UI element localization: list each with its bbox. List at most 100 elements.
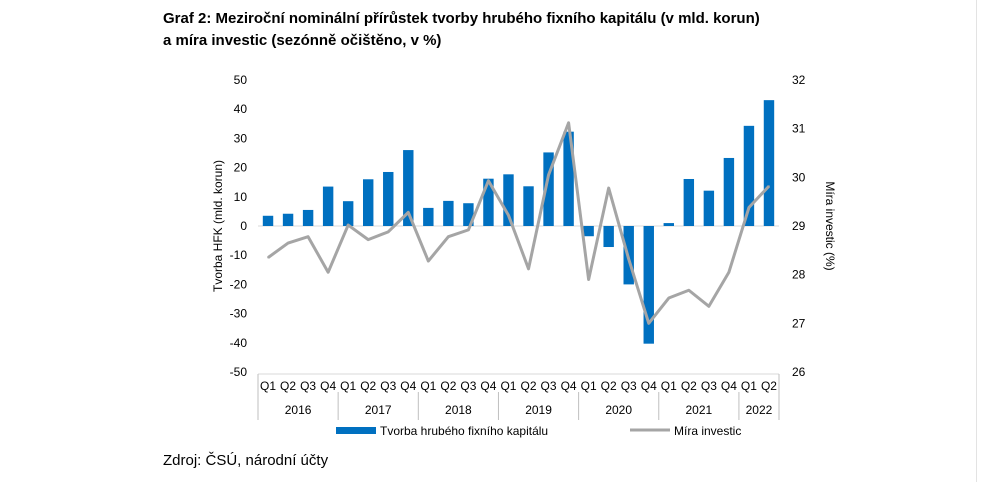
x-tick-label: Q1	[500, 379, 516, 393]
page-edge-rule	[976, 0, 977, 482]
bar	[302, 209, 314, 226]
bar	[523, 186, 534, 226]
bar	[322, 186, 334, 226]
y-tick-label: -50	[230, 365, 248, 379]
x-group-label: 2020	[605, 403, 632, 417]
x-tick-label: Q4	[400, 379, 416, 393]
bar	[282, 213, 294, 226]
line-point	[507, 214, 510, 217]
y2-tick-label: 31	[792, 122, 806, 136]
bar	[583, 226, 594, 237]
bar	[262, 215, 274, 226]
legend: Tvorba hrubého fixního kapitálu Míra inve…	[336, 424, 741, 438]
line-point	[287, 242, 289, 244]
bar	[743, 125, 755, 226]
line-path	[267, 121, 771, 325]
line-point	[547, 174, 550, 176]
y2-tick-label: 26	[792, 365, 806, 379]
bar	[763, 100, 775, 226]
y2-tick-label: 28	[792, 268, 806, 282]
line-point	[567, 122, 570, 124]
line-series	[267, 121, 771, 325]
x-tick-label: Q4	[641, 379, 657, 393]
x-group-label: 2021	[685, 403, 712, 417]
legend-label-line: Míra investic	[674, 424, 741, 438]
y-tick-label: 50	[234, 73, 248, 87]
line-point	[627, 258, 630, 260]
line-point	[327, 271, 329, 274]
line-point	[728, 271, 730, 274]
x-tick-label: Q1	[340, 379, 356, 393]
line-point	[748, 206, 750, 209]
x-tick-label: Q3	[300, 379, 316, 393]
y-tick-label: -40	[230, 336, 248, 350]
bar	[403, 150, 414, 226]
x-group-label: 2018	[445, 403, 472, 417]
bar	[342, 201, 354, 226]
y2-tick-label: 29	[792, 219, 806, 233]
line-point	[467, 229, 470, 231]
bar	[723, 157, 735, 226]
bar	[423, 207, 434, 226]
y-axis-title: Tvorba HFK (mld. korun)	[211, 160, 225, 292]
category-axis: Q1 Q2 Q3 Q4 Q1 Q2 Q3 Q4 Q1 Q2 Q3 Q4 Q1 Q2 Q3 Q4 Q1 Q2 Q3 Q4…	[257, 373, 780, 420]
x-group-label: 2019	[525, 403, 552, 417]
x-tick-label: Q2	[761, 379, 777, 393]
y2-axis-title: Míra investic (%)	[823, 181, 837, 270]
line-point	[307, 235, 309, 238]
x-group-label: 2017	[365, 403, 392, 417]
y-tick-label: -10	[230, 248, 248, 262]
x-tick-label: Q4	[480, 379, 496, 393]
y-tick-label: 0	[240, 219, 247, 233]
bar	[643, 226, 654, 344]
x-tick-label: Q1	[741, 379, 757, 393]
bar	[503, 174, 514, 226]
y2-tick-label: 30	[792, 170, 806, 184]
bar	[463, 203, 474, 226]
x-tick-label: Q4	[721, 379, 737, 393]
line-point	[367, 238, 370, 241]
bar	[663, 223, 674, 226]
x-tick-label: Q4	[561, 379, 577, 393]
x-tick-label: Q1	[581, 379, 597, 393]
x-tick-label: Q3	[621, 379, 637, 393]
x-tick-label: Q4	[320, 379, 336, 393]
chart-title: Graf 2: Meziroční nominální přírůstek tv…	[163, 8, 923, 52]
y-tick-label: 20	[234, 161, 248, 175]
bar-series	[262, 100, 775, 344]
y-tick-label: 30	[234, 131, 248, 145]
bar	[703, 190, 715, 226]
chart-title-line-1: Graf 2: Meziroční nominální přírůstek tv…	[163, 10, 760, 27]
bar	[603, 226, 614, 248]
legend-label-bars: Tvorba hrubého fixního kapitálu	[380, 424, 548, 438]
x-tick-label: Q3	[701, 379, 717, 393]
legend-swatch-bars	[336, 427, 376, 434]
bar	[683, 178, 695, 226]
x-tick-label: Q2	[360, 379, 376, 393]
line-point	[768, 185, 770, 187]
y-tick-label: -30	[230, 307, 248, 321]
x-tick-label: Q2	[521, 379, 537, 393]
bar	[543, 152, 554, 226]
y2-tick-label: 32	[792, 73, 806, 87]
line-point	[407, 211, 410, 214]
bar	[383, 171, 394, 226]
line-point	[688, 289, 690, 292]
chart-title-line-2: a míra investic (sezónně očištěno, v %)	[163, 32, 442, 49]
line-point	[607, 187, 610, 189]
line-point	[447, 235, 450, 238]
x-group-label: 2016	[285, 403, 312, 417]
line-point	[667, 297, 670, 299]
right-axis: 26 27 28 29 30 31 32 Míra investic (%)	[792, 73, 837, 379]
x-tick-label: Q3	[460, 379, 476, 393]
line-point	[387, 231, 390, 233]
bar	[563, 131, 574, 226]
line-point	[647, 322, 650, 325]
source-note: Zdroj: ČSÚ, národní účty	[163, 452, 329, 469]
x-tick-label: Q2	[280, 379, 296, 393]
bar	[363, 179, 374, 226]
x-tick-label: Q3	[541, 379, 557, 393]
line-point	[347, 224, 349, 226]
x-tick-label: Q1	[260, 379, 276, 393]
